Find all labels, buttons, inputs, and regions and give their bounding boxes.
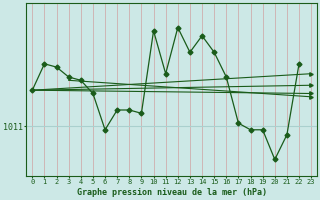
X-axis label: Graphe pression niveau de la mer (hPa): Graphe pression niveau de la mer (hPa) [77, 188, 267, 197]
